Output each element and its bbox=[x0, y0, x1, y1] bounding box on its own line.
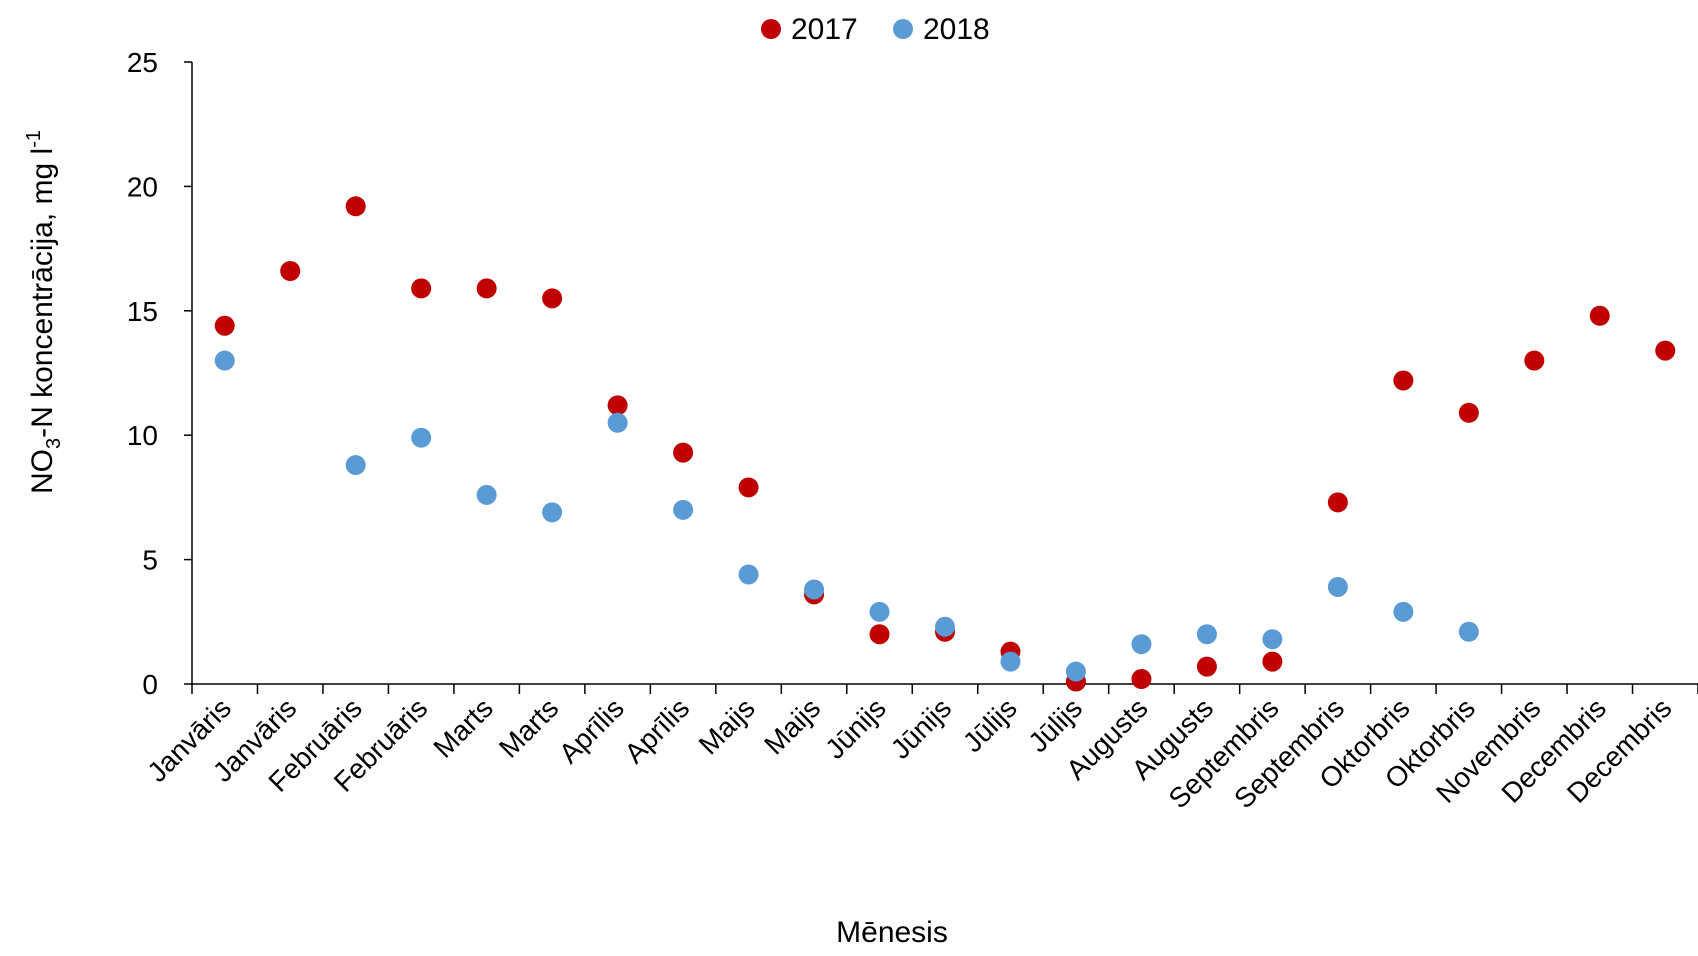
point-2017 bbox=[673, 442, 694, 463]
point-2017 bbox=[1262, 651, 1283, 672]
point-2017 bbox=[476, 278, 497, 299]
x-tick-label: Aprīlis bbox=[618, 692, 695, 769]
point-2018 bbox=[869, 601, 890, 622]
point-2018 bbox=[1458, 621, 1479, 642]
point-2018 bbox=[542, 502, 563, 523]
point-2018 bbox=[1327, 576, 1348, 597]
x-tick-label: Jūnijs bbox=[885, 692, 958, 765]
y-tick-label: 20 bbox=[127, 171, 158, 202]
legend-marker-2017 bbox=[761, 19, 781, 39]
point-2017 bbox=[1196, 656, 1217, 677]
x-tick-label: Jūnijs bbox=[819, 692, 892, 765]
y-axis-title-superscript: -1 bbox=[23, 130, 45, 148]
x-tick-label: Marts bbox=[427, 692, 498, 763]
x-tick-label: Maijs bbox=[693, 692, 761, 760]
point-2017 bbox=[542, 288, 563, 309]
data-points bbox=[214, 196, 1676, 692]
point-2018 bbox=[1262, 629, 1283, 650]
point-2018 bbox=[345, 455, 366, 476]
point-2018 bbox=[804, 579, 825, 600]
x-axis: JanvārisJanvārisFebruārisFebruārisMartsM… bbox=[141, 683, 1698, 814]
x-tick-label: Maijs bbox=[758, 692, 826, 760]
x-tick-label: Jūlijs bbox=[957, 692, 1023, 758]
point-2018 bbox=[1196, 624, 1217, 645]
point-2017 bbox=[607, 395, 628, 416]
legend: 2017 2018 bbox=[761, 13, 990, 46]
point-2018 bbox=[1393, 601, 1414, 622]
legend-label-2018: 2018 bbox=[923, 13, 990, 46]
series-2018 bbox=[214, 350, 1479, 682]
point-2018 bbox=[1131, 634, 1152, 655]
y-tick-label: 25 bbox=[127, 47, 158, 78]
y-tick-label: 0 bbox=[142, 669, 158, 700]
point-2018 bbox=[607, 412, 628, 433]
point-2017 bbox=[1458, 402, 1479, 423]
point-2018 bbox=[738, 564, 759, 585]
x-tick-label: Marts bbox=[493, 692, 564, 763]
point-2018 bbox=[1065, 661, 1086, 682]
y-tick-label: 10 bbox=[127, 420, 158, 451]
point-2017 bbox=[280, 260, 301, 281]
y-axis-title-subscript: 3 bbox=[43, 438, 65, 449]
point-2018 bbox=[673, 499, 694, 520]
point-2018 bbox=[476, 484, 497, 505]
y-tick-label: 5 bbox=[142, 545, 158, 576]
point-2017 bbox=[869, 624, 890, 645]
point-2017 bbox=[1327, 492, 1348, 513]
point-2017 bbox=[1393, 370, 1414, 391]
point-2017 bbox=[345, 196, 366, 217]
legend-label-2017: 2017 bbox=[791, 13, 858, 46]
y-axis: 0 5 10 15 20 25 bbox=[127, 47, 193, 700]
y-axis-title: NO3-N koncentrācija, mg l-1 bbox=[23, 130, 65, 494]
point-2018 bbox=[935, 616, 955, 637]
point-2018 bbox=[411, 427, 432, 448]
point-2017 bbox=[1524, 350, 1545, 371]
point-2017 bbox=[1131, 669, 1152, 690]
y-tick-label: 15 bbox=[127, 296, 158, 327]
point-2017 bbox=[738, 477, 759, 498]
x-tick-label: Aprīlis bbox=[553, 692, 630, 769]
x-axis-title: Mēnesis bbox=[836, 916, 948, 949]
point-2017 bbox=[411, 278, 432, 299]
y-axis-title-main: -N koncentrācija, mg l bbox=[26, 148, 59, 438]
point-2018 bbox=[214, 350, 235, 371]
point-2017 bbox=[1655, 340, 1676, 361]
point-2017 bbox=[214, 315, 235, 336]
point-2018 bbox=[1000, 651, 1021, 672]
point-2017 bbox=[1589, 305, 1610, 326]
y-axis-title-prefix: NO bbox=[26, 449, 59, 494]
legend-marker-2018 bbox=[893, 19, 913, 39]
